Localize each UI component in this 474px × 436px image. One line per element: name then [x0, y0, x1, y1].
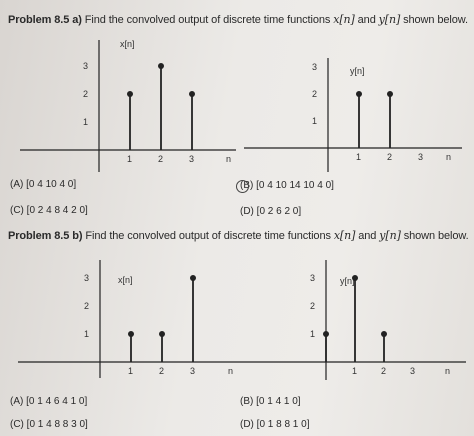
problem-b-xn: x[n] [333, 229, 356, 242]
problem-a-label: Problem 8.5 a) [8, 14, 82, 26]
plot2-x-tick-label: 1 [356, 152, 361, 162]
problem-b-label: Problem 8.5 b) [8, 230, 83, 242]
problem-a-yn: y[n] [378, 13, 401, 26]
plot4-x-tick-label: 3 [410, 366, 415, 376]
plot1-x-tick-label: 3 [189, 154, 194, 164]
plot1-title: x[n] [120, 39, 135, 49]
option-b-B[interactable]: (B) [0 1 4 1 0] [240, 396, 301, 407]
plot4-x-tick-label: 2 [381, 366, 386, 376]
plot4-title: y[n] [340, 276, 355, 286]
plot4-stem-marker [352, 275, 358, 281]
plot3-stem-marker [190, 275, 196, 281]
problem-a-and: and [354, 14, 379, 26]
plot1-stem-marker [127, 91, 133, 97]
plot1-n-label: n [226, 154, 231, 164]
plot3-title: x[n] [118, 275, 133, 285]
plot2-stem-marker [387, 91, 393, 97]
plot3-x-tick-label: 2 [159, 366, 164, 376]
plot1-stem-marker [158, 63, 164, 69]
plot2-x-tick-label: 3 [418, 152, 423, 162]
option-b-C[interactable]: (C) [0 1 4 8 8 3 0] [10, 419, 88, 430]
problem-a-tail: shown below. [400, 14, 468, 26]
option-a-D[interactable]: (D) [0 2 6 2 0] [240, 206, 302, 217]
plot3-x-tick-label: 3 [190, 366, 195, 376]
plot3-y-tick-label: 2 [84, 301, 89, 311]
option-a-B[interactable]: (B) [0 4 10 14 10 4 0] [240, 180, 334, 191]
plot3-x-tick-label: 1 [128, 366, 133, 376]
plot4-x-tick-label: 1 [352, 366, 357, 376]
plot1-stem-marker [189, 91, 195, 97]
plot3-stem-marker [159, 331, 165, 337]
plot2-y-tick-label: 2 [312, 89, 317, 99]
plot3-stem-marker [128, 331, 134, 337]
plot4-y-tick-label: 3 [310, 273, 315, 283]
problem-a-statement: Problem 8.5 a) Find the convolved output… [8, 13, 468, 26]
option-a-C[interactable]: (C) [0 2 4 8 4 2 0] [10, 205, 88, 216]
plot1-x-tick-label: 1 [127, 154, 132, 164]
plot1-y-tick-label: 1 [83, 117, 88, 127]
option-b-A[interactable]: (A) [0 1 4 6 4 1 0] [10, 396, 88, 407]
plot2-stem-marker [356, 91, 362, 97]
problem-b-and: and [355, 230, 380, 242]
problem-a-text: Find the convolved output of discrete ti… [81, 14, 334, 26]
plot4-stem-marker [323, 331, 329, 337]
plot2-title: y[n] [350, 66, 365, 76]
plot2-y-tick-label: 1 [312, 116, 317, 126]
plot2-x-tick-label: 2 [387, 152, 392, 162]
plot1-y-tick-label: 2 [83, 89, 88, 99]
plot3-y-tick-label: 1 [84, 329, 89, 339]
problem-b-text: Find the convolved output of discrete ti… [82, 230, 334, 242]
problem-b-statement: Problem 8.5 b) Find the convolved output… [8, 229, 469, 242]
problem-b-tail: shown below. [400, 230, 469, 242]
plot1-y-tick-label: 3 [83, 61, 88, 71]
plot2-y-tick-label: 3 [312, 62, 317, 72]
plot4-stem-marker [381, 331, 387, 337]
plot4-n-label: n [445, 366, 450, 376]
plot3-y-tick-label: 3 [84, 273, 89, 283]
problem-b-yn: y[n] [379, 229, 401, 242]
plot4-y-tick-label: 2 [310, 301, 315, 311]
problem-a-xn: x[n] [333, 13, 355, 26]
selected-answer-circle [236, 180, 249, 193]
option-a-A[interactable]: (A) [0 4 10 4 0] [10, 179, 77, 190]
plot2-n-label: n [446, 152, 451, 162]
option-b-D[interactable]: (D) [0 1 8 8 1 0] [240, 419, 310, 430]
plot1-x-tick-label: 2 [158, 154, 163, 164]
plot4-y-tick-label: 1 [310, 329, 315, 339]
plot3-n-label: n [228, 366, 233, 376]
